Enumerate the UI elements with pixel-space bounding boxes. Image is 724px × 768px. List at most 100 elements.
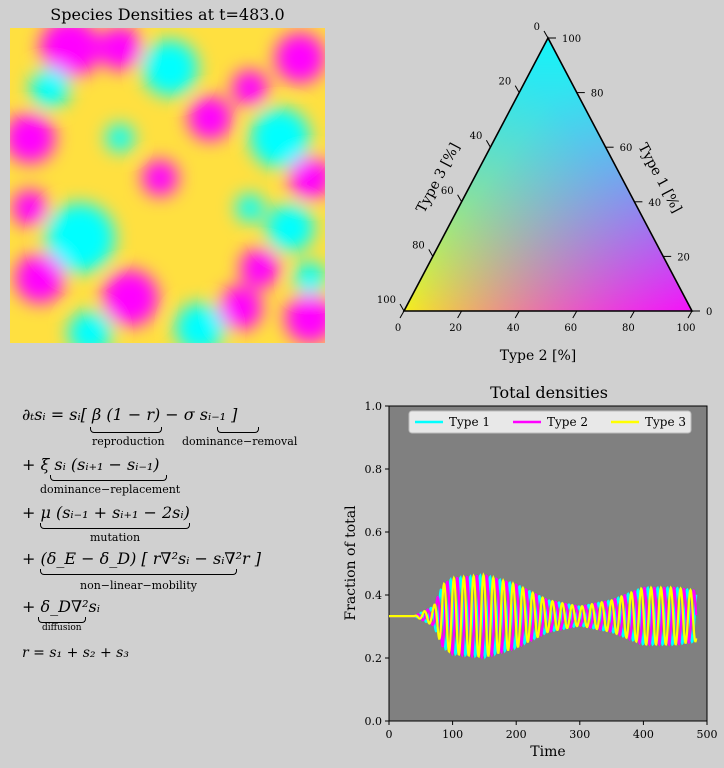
- ternary-left-tick-label: 60: [441, 186, 454, 197]
- x-tick-label: 0: [386, 728, 393, 741]
- ternary-bottom-tick-label: 80: [622, 323, 635, 334]
- density-blob: [288, 156, 325, 200]
- equation-line-3: + μ (sᵢ₋₁ + sᵢ₊₁ − 2sᵢ): [22, 503, 190, 522]
- density-blob: [106, 124, 134, 152]
- ternary-left-tick-label: 0: [534, 22, 540, 33]
- density-blob: [142, 160, 178, 196]
- ternary-bottom-tick-label: 20: [449, 323, 462, 334]
- ternary-bottom-tick: [514, 310, 520, 319]
- ternary-left-tick-label: 20: [498, 77, 511, 88]
- density-blob: [240, 248, 280, 288]
- density-blob: [294, 262, 325, 294]
- ternary-bottom-tick-label: 40: [507, 323, 520, 334]
- ternary-diagram: 0 0 0 20 20 20 40 40 40 60 60 60 80 80 80 100 100 100 Typ…: [377, 22, 712, 364]
- density-blob: [188, 96, 232, 140]
- ternary-left-axis-label: Type 3 [%]: [413, 141, 463, 216]
- density-blob: [15, 253, 65, 303]
- y-tick-label: 0.8: [365, 463, 383, 476]
- equation-line-2: + ξ sᵢ (sᵢ₊₁ − sᵢ₋₁): [22, 455, 160, 474]
- ternary-right-tick-label: 0: [706, 307, 712, 318]
- density-blob: [236, 194, 264, 222]
- ternary-bottom-tick: [457, 310, 463, 319]
- equation-line-6: r = s₁ + s₂ + s₃: [22, 645, 129, 661]
- brace-dominance-replacement: [50, 475, 167, 481]
- brace-diffusion: [38, 617, 86, 623]
- ternary-bottom-tick: [399, 310, 405, 319]
- density-blob: [68, 311, 112, 343]
- density-blob: [250, 108, 310, 168]
- ternary-triangle-outline: [402, 36, 694, 312]
- y-tick-label: 0.4: [365, 589, 383, 602]
- brace-reproduction: [90, 427, 162, 433]
- series-line-type-2: [389, 574, 698, 660]
- density-blob: [285, 293, 325, 343]
- density-blob: [10, 113, 55, 163]
- density-blob: [142, 40, 198, 96]
- x-tick-label: 400: [633, 728, 654, 741]
- ternary-bottom-tick-label: 0: [395, 323, 401, 334]
- density-blob: [98, 28, 142, 70]
- label-dominance-replacement: dominance−replacement: [40, 483, 181, 496]
- density-blob: [102, 270, 158, 326]
- ternary-left-tick-label: 80: [412, 240, 425, 251]
- chart-title: Total densities: [490, 383, 608, 402]
- ternary-right-tick-label: 40: [648, 198, 661, 209]
- ternary-left-tick: [485, 139, 491, 148]
- plot-area: [388, 405, 708, 722]
- ternary-bottom-tick-label: 100: [676, 323, 695, 334]
- ternary-right-tick-label: 60: [620, 143, 633, 154]
- y-axis-label: Fraction of total: [343, 505, 359, 621]
- legend-box: [408, 410, 692, 434]
- equation-line-5: + δ_D∇²sᵢ: [22, 597, 100, 616]
- density-blob: [175, 303, 225, 343]
- ternary-left-tick-label: 100: [377, 295, 396, 306]
- label-mutation: mutation: [90, 531, 141, 544]
- ternary-bottom-axis-label: Type 2 [%]: [500, 348, 577, 364]
- density-blob: [45, 203, 115, 273]
- ternary-right-tick-label: 80: [591, 89, 604, 100]
- x-tick-label: 300: [569, 728, 590, 741]
- label-reproduction: reproduction: [92, 435, 165, 448]
- ternary-bottom-tick: [629, 310, 635, 319]
- model-equations: ∂ₜsᵢ = sᵢ[ β (1 − r) − σ sᵢ₋₁ ] reproduc…: [22, 395, 352, 695]
- legend-label: Type 3: [645, 415, 686, 429]
- density-blob: [275, 33, 325, 83]
- ternary-left-tick: [543, 30, 549, 39]
- ternary-left-tick: [514, 85, 520, 93]
- density-blob: [30, 68, 70, 108]
- ternary-right-tick-label: 20: [677, 252, 690, 263]
- density-blob: [218, 286, 262, 330]
- density-blob: [12, 190, 48, 226]
- ternary-left-tick: [399, 303, 405, 312]
- equation-line-4: + (δ_E − δ_D) [ r∇²sᵢ − sᵢ∇²r ]: [22, 549, 261, 568]
- x-tick-label: 500: [697, 728, 718, 741]
- legend-label: Type 1: [449, 415, 490, 429]
- density-blob: [266, 204, 314, 252]
- ternary-bottom-tick: [687, 310, 693, 319]
- x-tick-label: 200: [506, 728, 527, 741]
- species-density-map: [10, 28, 325, 343]
- label-dominance-removal: dominance−removal: [182, 435, 298, 448]
- y-tick-label: 1.0: [365, 400, 383, 413]
- density-blob: [40, 28, 100, 78]
- ternary-left-tick: [428, 249, 434, 257]
- total-densities-chart: Total densities 0.0 0.2 0.4 0.6 0.8 1.0 0 100 2…: [343, 383, 718, 760]
- density-map-title: Species Densities at t=483.0: [50, 5, 285, 24]
- ternary-bottom-tick: [572, 310, 578, 319]
- series-line-type-3: [389, 572, 698, 658]
- density-blob: [232, 70, 268, 106]
- ternary-bottom-tick-label: 60: [564, 323, 577, 334]
- label-non-linear-mobility: non−linear−mobility: [80, 579, 197, 592]
- x-axis-label: Time: [530, 744, 565, 760]
- ternary-left-tick: [457, 194, 463, 203]
- y-tick-label: 0.0: [365, 715, 383, 728]
- legend-label: Type 2: [547, 415, 588, 429]
- x-tick-label: 100: [442, 728, 463, 741]
- equation-line-1: ∂ₜsᵢ = sᵢ[ β (1 − r) − σ sᵢ₋₁ ]: [22, 405, 238, 424]
- ternary-left-tick-label: 40: [470, 131, 483, 142]
- brace-mutation: [40, 523, 190, 529]
- brace-dominance-removal: [217, 427, 259, 433]
- ternary-right-tick-label: 100: [562, 34, 581, 45]
- label-diffusion: diffusion: [42, 623, 82, 633]
- y-tick-label: 0.2: [365, 652, 383, 665]
